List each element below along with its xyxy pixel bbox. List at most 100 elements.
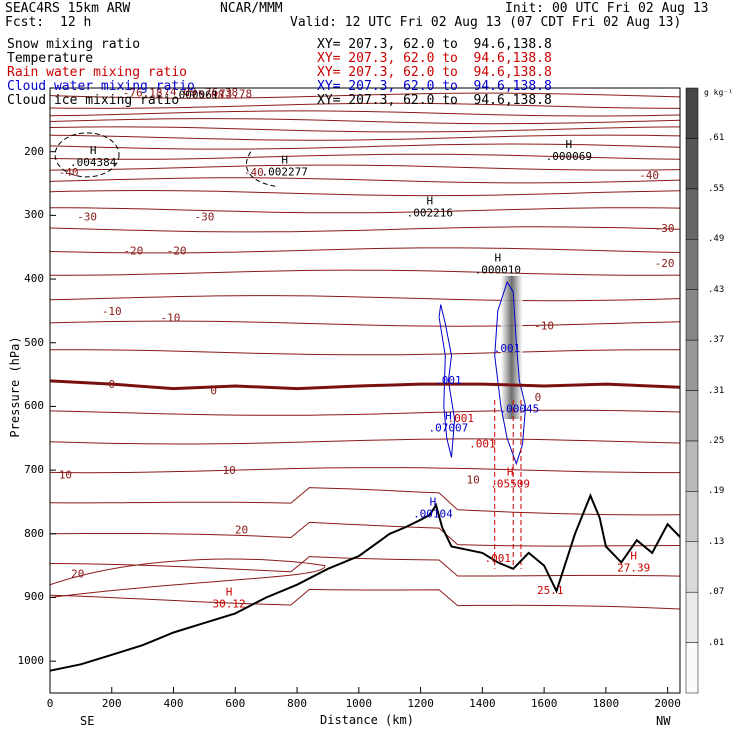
colorbar-swatch [685,491,699,543]
colorbar-swatch [685,87,699,139]
isotherm-line [49,521,681,547]
max-marker: H [566,138,573,151]
colorbar-tick-label: .07 [708,587,725,598]
colorbar-tick-label: .61 [708,133,725,144]
terrain-line [49,492,681,672]
max-value-label: .002216 [407,206,453,219]
max-value-label: .00045 [500,402,540,415]
colorbar-tick-label: .25 [708,435,725,446]
max-marker: H [427,194,434,207]
field-name: Cloud water mixing ratio [7,79,195,94]
x-tick-label: 1400 [469,697,496,710]
isotherm-line [49,247,681,254]
max-marker: H [430,496,437,509]
colorbar-swatch [685,289,699,341]
rain-water-contours [494,400,522,569]
max-marker: H [507,466,514,479]
top-label: -74.09 [157,85,197,98]
temperature-contour-label: 20 [71,567,84,580]
zero-isotherm [49,379,681,391]
temperature-contour-label: 10 [466,474,479,487]
isotherm-line [50,349,681,356]
x-tick-label: 1600 [530,697,558,710]
isotherm-line [49,164,681,171]
colorbar-tick-label: .13 [708,536,725,547]
x-end-right: NW [656,714,671,728]
x-tick-label: 1000 [345,697,373,710]
x-tick-label: 2000 [654,697,681,710]
terrain-line [49,492,681,672]
isotherm-line [49,556,681,577]
max-value-label: .00104 [413,508,453,521]
temperature-contour-label: 10 [222,464,235,477]
temperature-contour-label: -40 [639,169,659,182]
max-value-label: .001 [469,437,496,450]
cloud-water-contour [494,281,527,466]
temperature-contour-label: 10 [59,469,72,482]
max-value-label: .000069 [546,150,592,163]
colorbar-unit: g kg⁻¹ [704,88,733,97]
isotherm-line [49,177,681,184]
field-name: Cloud ice mixing ratio [7,93,180,108]
colorbar-swatch [685,591,699,643]
max-value-label: .002277 [262,166,308,179]
y-tick-label: 500 [24,335,44,349]
max-marker: H [445,410,452,423]
x-tick-label: 1800 [592,697,620,710]
colorbar-tick-label: .49 [708,234,725,245]
x-end-left: SE [80,714,95,728]
init-time: Init: 00 UTC Fri 02 Aug 13 [505,1,709,16]
cloud-ice-contour [245,151,279,188]
temperature-contour-label: -40 [59,166,79,179]
isotherm-line [49,126,681,133]
max-marker: H [226,585,233,598]
colorbar-tick-label: .43 [708,284,725,295]
y-tick-label: 1000 [17,654,45,668]
colorbar-swatch [685,339,699,391]
colorbar-tick-label: .31 [708,385,725,396]
max-value-label: 25.1 [537,584,564,597]
axis-ticks [49,151,669,693]
cloud-water-contour [438,304,456,458]
max-marker: H [281,154,288,167]
max-value-label: .001 [447,412,474,425]
temperature-contour-label: -10 [161,311,181,324]
contour-labels: -40 -40 -40 -30 -30 -30 -20 -20 -20 -10 -10 -10 0 0 0 1… [59,85,675,610]
cloud-ice-contour [54,132,120,178]
isotherm-line [49,134,681,141]
max-marker: H [90,144,97,157]
temperature-contours [49,92,681,610]
colorbar-swatch [685,440,699,492]
colorbar-swatch [685,239,699,290]
max-value-label: .05509 [490,478,530,491]
y-tick-label: 700 [24,463,44,477]
org-name: NCAR/MMM [220,1,283,16]
colorbar-tick-label: .19 [708,486,725,497]
colorbar-tick-label: .01 [708,637,725,648]
isotherm-line [49,102,681,109]
field-name: Rain water mixing ratio [7,65,188,80]
temperature-contour-label: 20 [235,523,248,536]
colorbar-swatch [685,138,699,190]
y-tick-label: 300 [24,208,44,222]
temperature-contour-label: -20 [655,257,675,270]
colorbar [685,87,699,694]
colorbar-swatch [685,390,699,442]
isotherm-line [49,320,681,327]
isotherm-line [49,467,680,474]
max-value-label: .000010 [475,264,521,277]
fcst-label: Fcst: [5,15,45,30]
x-tick-label: 0 [46,697,54,710]
top-label: -73.78 [212,87,252,100]
x-tick-label: 400 [163,697,184,710]
isotherm-line [49,189,681,197]
model-name: SEAC4RS 15km ARW [5,1,131,16]
top-label: -75.08 [185,89,225,102]
temperature-contour-label: -30 [655,222,675,235]
isotherm-line [49,207,681,214]
plot-frame [49,87,681,694]
temperature-contour-label: -10 [102,305,122,318]
isotherm-line [49,409,681,416]
temperature-contour-label: 0 [535,391,542,404]
